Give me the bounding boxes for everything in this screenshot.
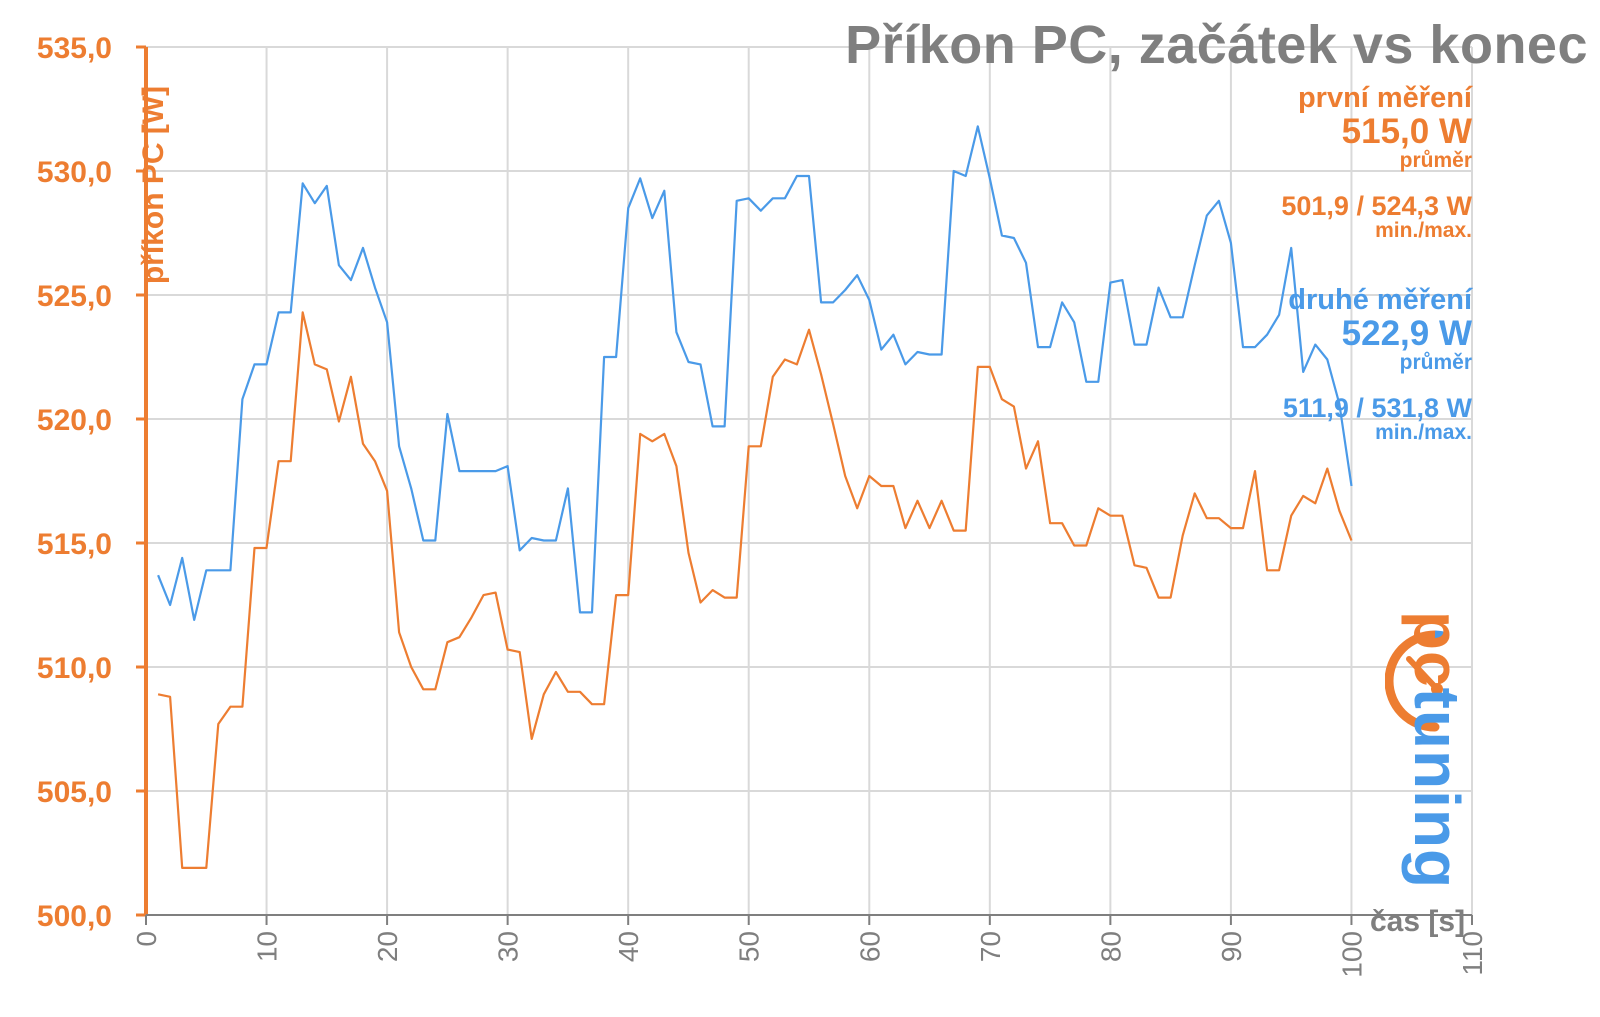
series-lines	[157, 125, 1353, 870]
y-tick-label: 525,0	[37, 280, 112, 313]
series-line-first	[157, 311, 1353, 870]
logo-tuning: tuning	[1401, 687, 1473, 890]
x-tick-label: 100	[1336, 931, 1367, 978]
y-tick-label: 530,0	[37, 156, 112, 189]
logo-gauge-icon	[1385, 630, 1449, 732]
logo-pc: pc	[1401, 610, 1473, 688]
x-tick-label: 0	[131, 931, 162, 947]
x-tick-label: 110	[1457, 931, 1488, 976]
legend-first-name: první měření	[1297, 82, 1472, 114]
y-tick-label: 510,0	[37, 652, 112, 685]
series-line-second	[157, 125, 1353, 622]
x-tick-label: 40	[613, 931, 644, 962]
y-axis-label: příkon PC [W]	[137, 85, 170, 285]
x-tick-label: 90	[1216, 931, 1247, 962]
legend-first-minmax: 501,9 / 524,3 W	[1281, 191, 1472, 221]
grid	[145, 46, 1473, 916]
x-tick-label: 10	[252, 931, 283, 962]
legend-first-avg-label: průměr	[1399, 149, 1472, 172]
y-tick-label: 535,0	[37, 32, 112, 65]
legend-first: první měření 515,0 W průměr 501,9 / 524,…	[1281, 82, 1472, 242]
logo-text: pctuning	[1400, 611, 1474, 889]
legend-first-avg: 515,0 W	[1341, 112, 1472, 151]
x-tick-label: 50	[734, 931, 765, 962]
x-tick-label: 70	[975, 931, 1006, 962]
tick-labels: 500,0 505,0 510,0 515,0 520,0 525,0 530,0 535,0…	[37, 32, 1488, 978]
y-tick-label: 500,0	[37, 900, 112, 933]
legend-second: druhé měření 522,9 W průměr 511,9 / 531,…	[1283, 284, 1472, 444]
x-tick-label: 20	[372, 931, 403, 962]
legend-second-avg: 522,9 W	[1341, 314, 1472, 353]
y-tick-label: 515,0	[37, 528, 112, 561]
y-tick-label: 520,0	[37, 404, 112, 437]
x-tick-label: 80	[1095, 931, 1126, 962]
x-axis-label: čas [s]	[1370, 905, 1466, 938]
x-tick-label: 30	[493, 931, 524, 962]
legend-first-minmax-label: min./max.	[1375, 219, 1472, 242]
legend-second-minmax-label: min./max.	[1375, 421, 1472, 444]
y-tick-label: 505,0	[37, 776, 112, 809]
axes	[136, 45, 1473, 925]
legend-second-name: druhé měření	[1288, 284, 1472, 316]
chart-title: Příkon PC, začátek vs konec	[845, 15, 1588, 75]
legend-second-avg-label: průměr	[1399, 351, 1472, 374]
legend-second-minmax: 511,9 / 531,8 W	[1282, 393, 1472, 423]
x-tick-label: 60	[854, 931, 885, 962]
